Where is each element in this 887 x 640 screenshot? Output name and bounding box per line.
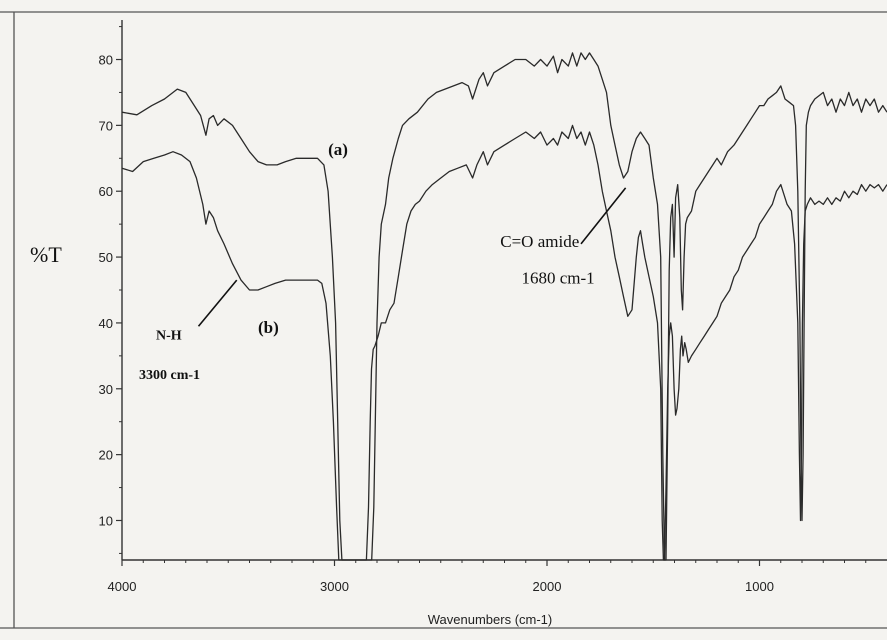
y-tick-label: 70 [99,118,113,133]
x-tick-label: 1000 [745,579,774,594]
annotation-label: 1680 cm-1 [522,268,595,287]
annotation-leader [197,279,238,327]
y-tick-label: 60 [99,184,113,199]
x-tick-label: 4000 [108,579,137,594]
y-axis-title: %T [30,242,62,267]
y-tick-label: 50 [99,250,113,265]
x-axis-title: Wavenumbers (cm-1) [428,612,552,627]
x-tick-label: 2000 [533,579,562,594]
annotation-label: (a) [328,140,348,159]
y-axis-ticks: 10 20 30 40 50 60 70 80 [99,26,122,554]
y-tick-label: 30 [99,382,113,397]
spectra-series [121,52,887,561]
x-axis-ticks: 4000 3000 2000 1000 [108,560,867,594]
annotations: (a) (b) C=O amide 1680 cm-1 N-H 3300 cm-1 [139,140,595,383]
y-tick-label: 80 [99,53,113,68]
y-tick-label: 40 [99,316,113,331]
annotation-leaders [197,187,627,327]
series-line-a [121,52,887,561]
annotation-label: N-H [156,328,182,343]
series-line-b [121,124,887,561]
y-tick-label: 20 [99,448,113,463]
annotation-leader [580,187,627,245]
annotation-label: C=O amide [500,232,579,251]
annotation-label: (b) [258,318,279,337]
x-tick-label: 3000 [320,579,349,594]
y-tick-label: 10 [99,513,113,528]
annotation-label: 3300 cm-1 [139,368,200,383]
